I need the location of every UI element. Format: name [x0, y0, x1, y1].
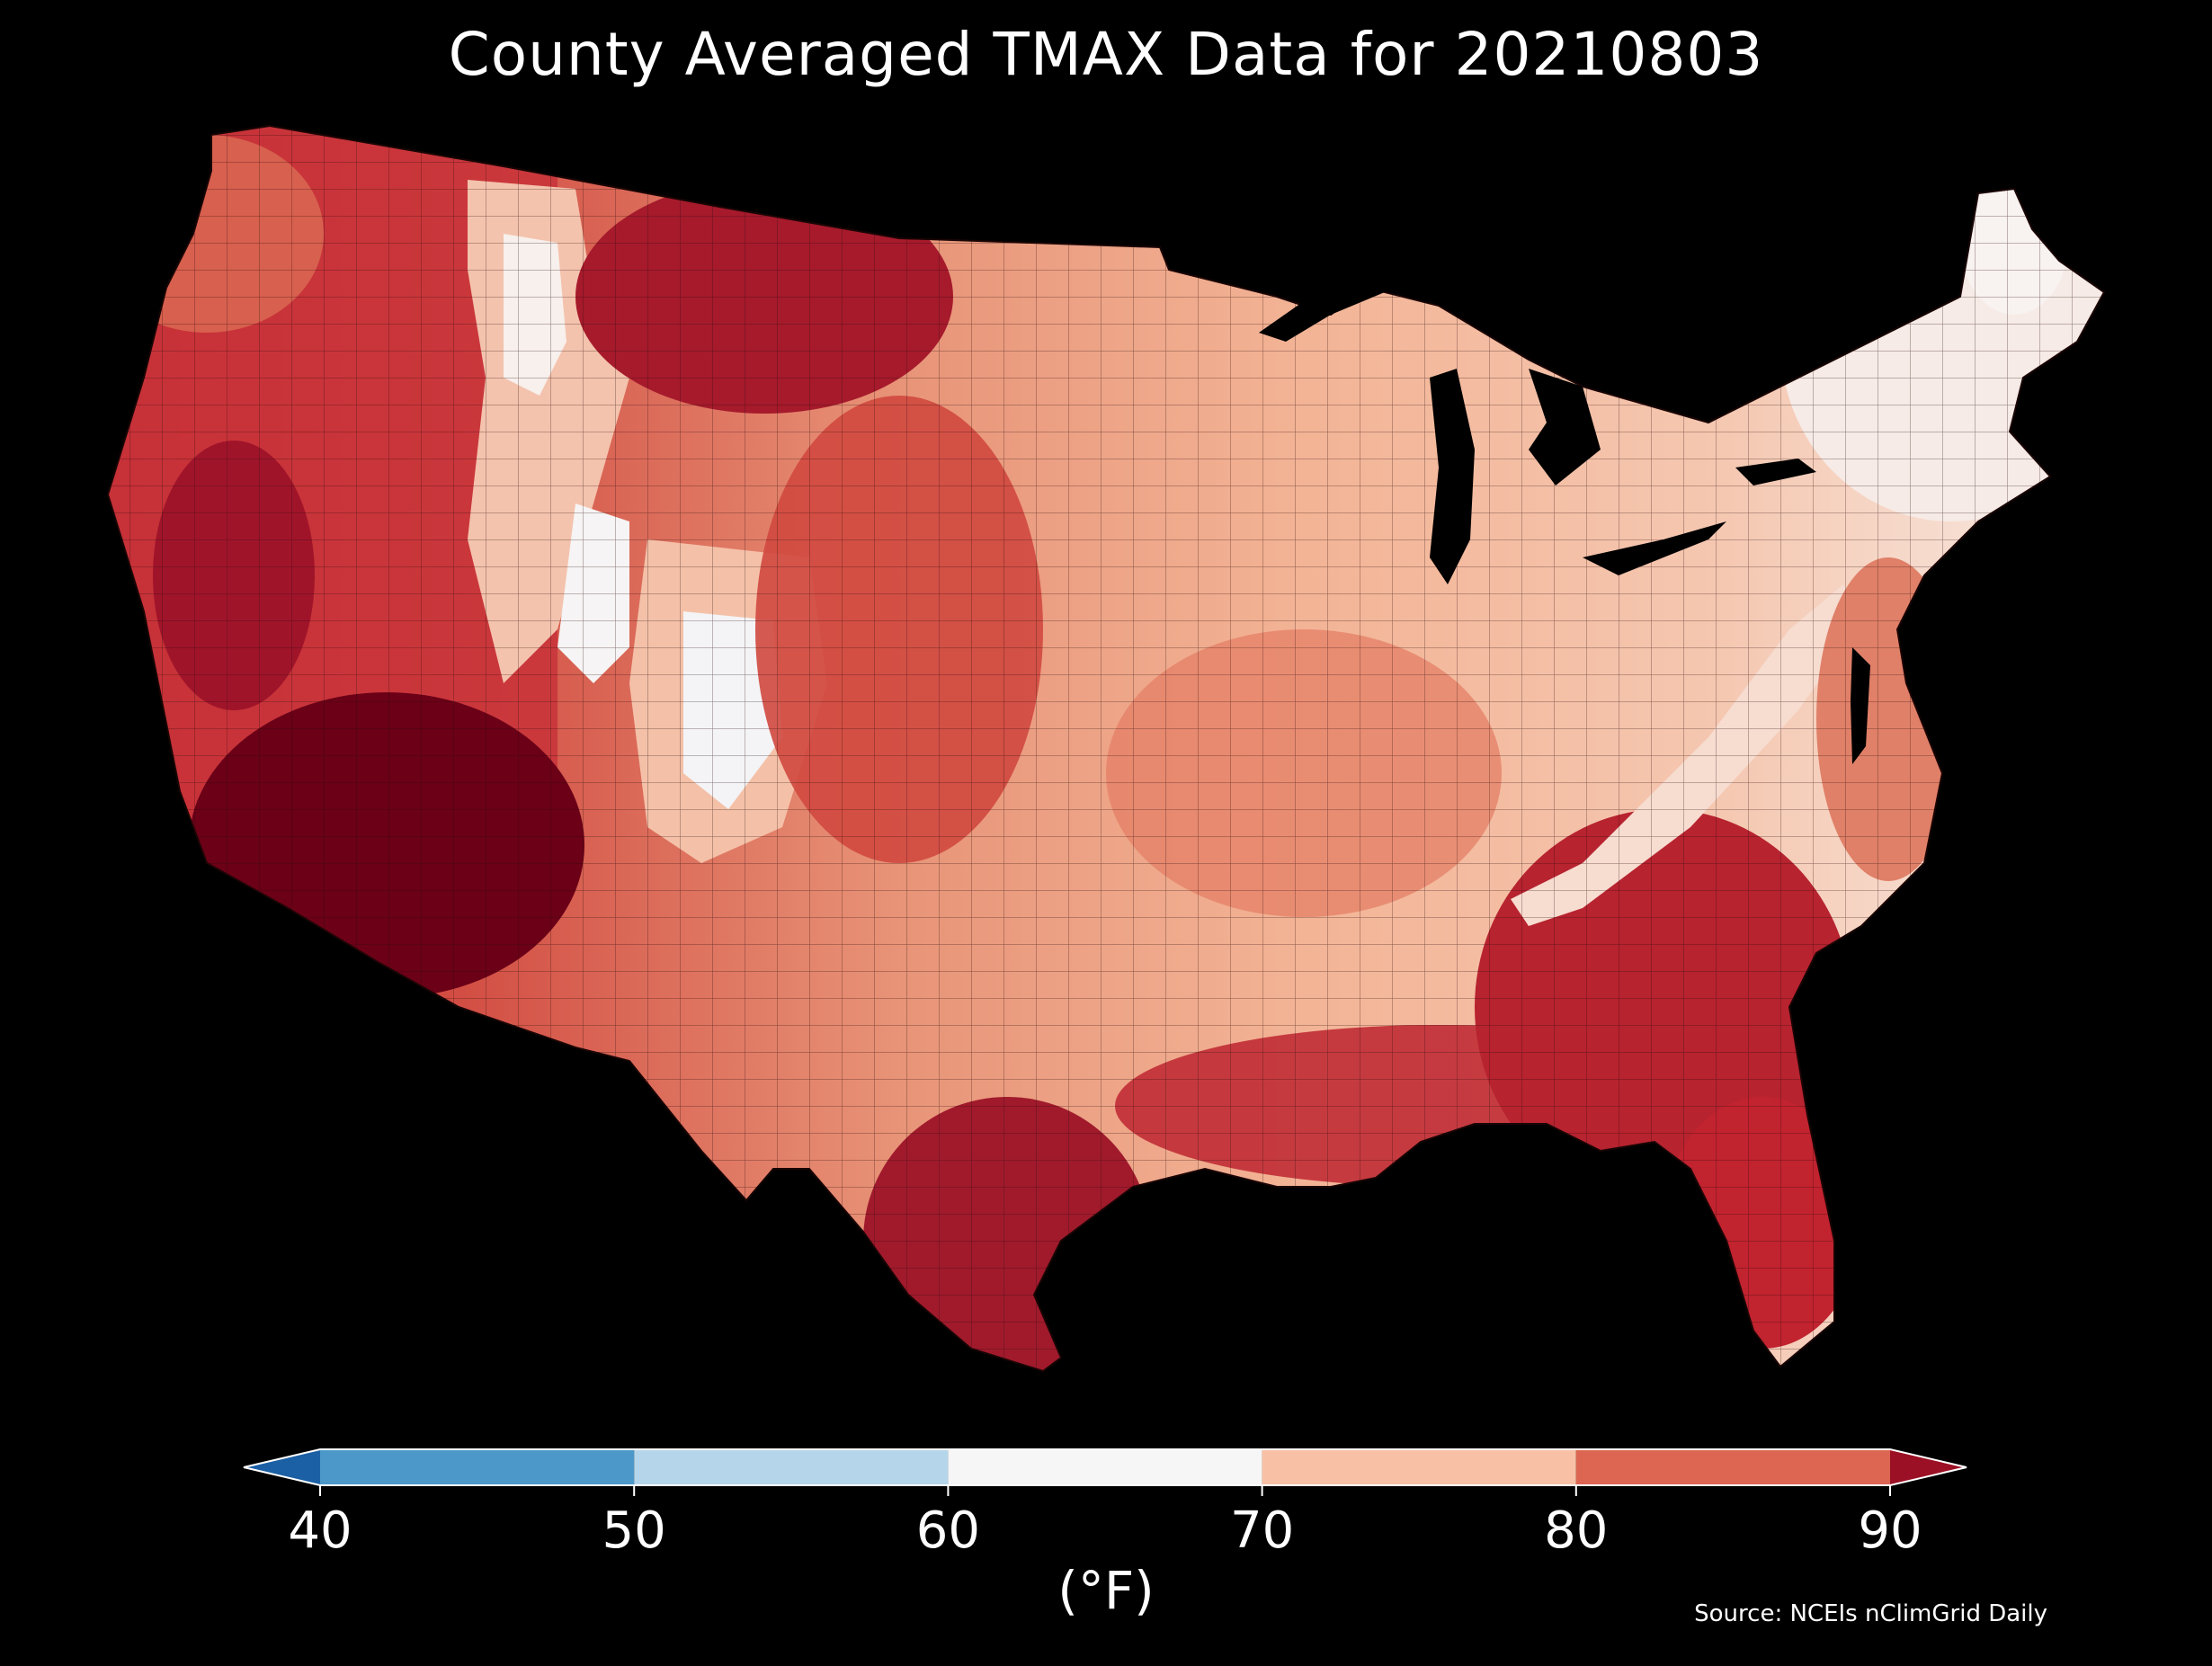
chesapeake-bay: [1851, 647, 1870, 764]
us-county-map: [107, 125, 2105, 1372]
colorbar-bin: [948, 1449, 1262, 1485]
colorbar-bin: [1575, 1449, 1890, 1485]
colorbar-tick-label: 60: [915, 1501, 981, 1560]
colorbar-tick-label: 50: [602, 1501, 666, 1560]
lake-ontario: [1735, 459, 1816, 486]
lake-huron: [1529, 369, 1601, 486]
colorbar-bin: [320, 1449, 635, 1485]
lake-erie: [1583, 521, 1726, 575]
colorbar-extend-low: [244, 1449, 320, 1485]
lake-superior: [1259, 279, 1385, 342]
colorbar-extend-high: [1890, 1449, 1967, 1485]
source-note: Source: NCEIs nClimGrid Daily: [1694, 1600, 2047, 1627]
colorbar-bin: [1262, 1449, 1576, 1485]
lake-michigan: [1430, 369, 1475, 584]
colorbar-tick-label: 40: [288, 1501, 352, 1560]
chart-title: County Averaged TMAX Data for 20210803: [448, 20, 1764, 89]
colorbar-unit-label: (°F): [1057, 1560, 1155, 1621]
colorbar-bin: [634, 1449, 949, 1485]
colorbar-tick-label: 90: [1858, 1501, 1922, 1560]
colorbar-tick-label: 70: [1229, 1501, 1295, 1560]
colorbar-tick-label: 80: [1544, 1501, 1609, 1560]
